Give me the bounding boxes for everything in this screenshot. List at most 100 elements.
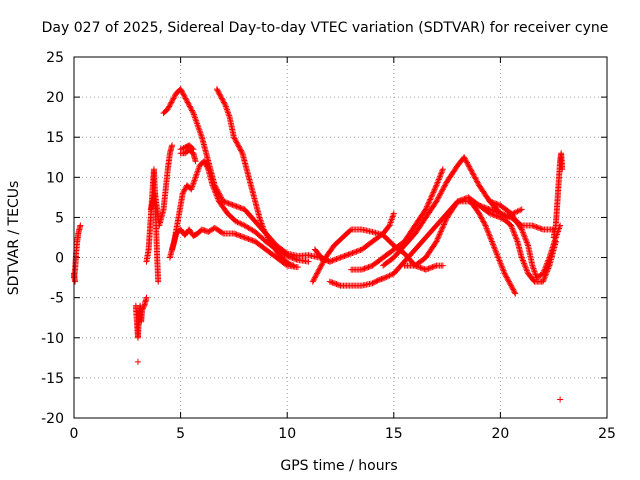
data-point [215, 90, 222, 97]
data-point [503, 273, 510, 280]
data-point [312, 273, 319, 280]
y-tick-label: 10 [46, 170, 64, 186]
data-point [169, 142, 176, 149]
series-arc-q [467, 198, 519, 297]
data-point [442, 218, 449, 225]
data-point [519, 229, 526, 236]
data-point [168, 99, 175, 106]
data-point [212, 189, 219, 196]
data-point [228, 201, 235, 208]
data-point [509, 285, 516, 292]
data-point [473, 178, 480, 185]
data-point [423, 205, 430, 212]
data-point [171, 92, 178, 99]
axis-ticks: 0 5 10 15 20 25 -20 -15 -10 -5 0 5 10 15 20 25 [41, 50, 616, 442]
data-point [169, 98, 176, 105]
data-point [241, 234, 248, 241]
data-point [490, 242, 497, 249]
data-point [213, 191, 220, 198]
data-point [430, 189, 437, 196]
series-arc-b2 [134, 358, 141, 365]
data-point [232, 230, 239, 237]
data-point [518, 226, 525, 233]
data-point [429, 190, 436, 197]
data-point [456, 197, 463, 204]
data-point [437, 230, 444, 237]
data-point [333, 256, 340, 263]
data-point [233, 218, 240, 225]
data-point [233, 139, 240, 146]
data-point [436, 193, 443, 200]
data-point [209, 182, 216, 189]
data-point [474, 179, 481, 186]
data-point [322, 256, 329, 263]
data-point [191, 175, 198, 182]
data-point [194, 122, 201, 129]
data-point [557, 396, 564, 403]
data-point [202, 160, 209, 167]
x-tick-label: 25 [598, 426, 616, 442]
data-point [323, 257, 330, 264]
data-point [224, 199, 231, 206]
data-point [234, 140, 241, 147]
data-point [318, 254, 325, 261]
data-point [361, 265, 368, 272]
data-point [432, 185, 439, 192]
data-point [540, 277, 547, 284]
data-point [472, 175, 479, 182]
data-point [519, 256, 526, 263]
data-point [390, 211, 397, 218]
data-point [196, 128, 203, 135]
data-point [226, 200, 233, 207]
data-point [189, 108, 196, 115]
data-point [284, 252, 291, 259]
data-point [503, 274, 510, 281]
data-point [489, 239, 496, 246]
y-tick-label: 25 [46, 50, 64, 66]
data-point [495, 256, 502, 263]
data-point [505, 277, 512, 284]
data-point [521, 233, 528, 240]
data-point [143, 294, 150, 301]
data-point [434, 195, 441, 202]
series-arc-f [166, 158, 312, 265]
data-point [194, 169, 201, 176]
data-point [439, 186, 446, 193]
data-point [517, 207, 524, 214]
series-arc-a [71, 222, 84, 281]
data-point [440, 221, 447, 228]
series-arc-g [169, 224, 301, 271]
data-point [437, 172, 444, 179]
data-point [181, 187, 188, 194]
data-point [508, 282, 515, 289]
data-point [352, 249, 359, 256]
data-point [505, 278, 512, 285]
data-point [508, 222, 515, 229]
data-point [544, 258, 551, 265]
data-point [433, 198, 440, 205]
data-point [310, 277, 317, 284]
data-point [191, 177, 198, 184]
data-point [479, 217, 486, 224]
data-point [214, 87, 221, 94]
data-point [288, 254, 295, 261]
data-point [515, 207, 522, 214]
data-point [326, 258, 333, 265]
data-point [225, 111, 232, 118]
data-point [311, 274, 318, 281]
data-point [190, 180, 197, 187]
data-point [370, 279, 377, 286]
data-point [321, 255, 328, 262]
data-point [211, 186, 218, 193]
data-point [219, 96, 226, 103]
data-point [512, 234, 519, 241]
data-point [521, 261, 528, 268]
data-point [506, 279, 513, 286]
data-point [443, 215, 450, 222]
data-point [388, 217, 395, 224]
data-point [437, 190, 444, 197]
data-point [181, 94, 188, 101]
data-point [484, 226, 491, 233]
data-point [541, 274, 548, 281]
data-point [215, 196, 222, 203]
